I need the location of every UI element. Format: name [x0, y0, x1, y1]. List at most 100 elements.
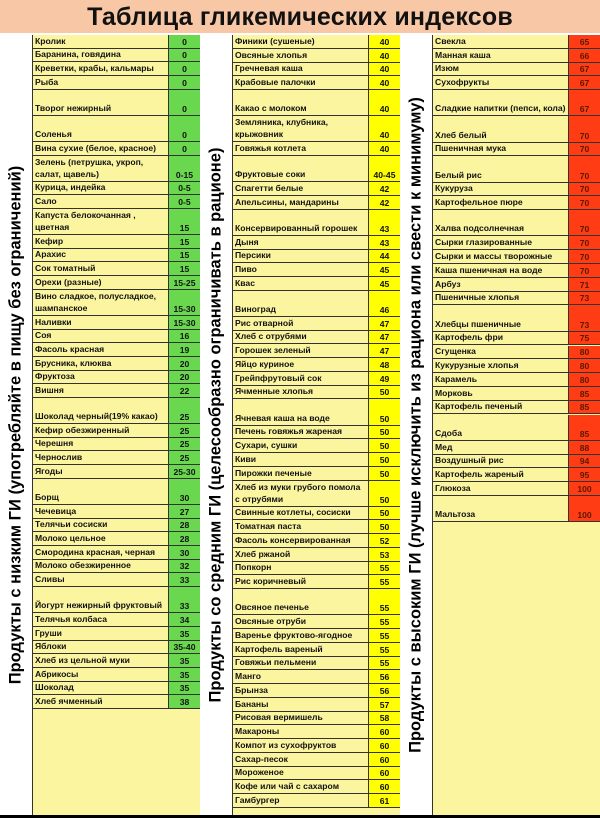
gi-value: 55	[368, 561, 400, 575]
gi-value: 70	[568, 196, 600, 210]
gi-value: 66	[568, 48, 600, 62]
table-row: Земляника, клубника, крыжовник 40	[233, 116, 400, 143]
food-name: Морковь	[435, 387, 473, 398]
table-row: Рыба 0	[33, 76, 200, 90]
gi-value: 70	[568, 116, 600, 142]
table-row: Свекла 65	[433, 35, 600, 49]
gi-value: 40-45	[368, 156, 400, 182]
gi-value: 73	[568, 305, 600, 331]
table-row: Кефир обезжиренный 25	[33, 424, 200, 438]
food-name: Карамель	[435, 373, 478, 384]
table-row: Сок томатный 15	[33, 262, 200, 277]
food-name: Яйцо куриное	[235, 358, 295, 369]
food-name: Сдоба	[435, 427, 462, 438]
table-row: Креветки, крабы, кальмары 0	[33, 62, 200, 77]
gi-value: 75	[568, 331, 600, 345]
food-name: Сырки и массы творожные	[435, 251, 553, 262]
food-name: Борщ	[35, 491, 59, 502]
food-name: Хлеб из цельной муки	[35, 654, 130, 665]
table-row: Компот из сухофруктов 60	[233, 739, 400, 753]
table-row: Сливы 33	[33, 573, 200, 588]
gi-value: 20	[168, 356, 200, 370]
gi-value: 56	[368, 670, 400, 683]
food-name: Ячменные хлопья	[235, 386, 314, 397]
table-row: Капуста белокочанная , цветная 15	[33, 208, 200, 235]
table-row: Баранина, говядина 0	[33, 48, 200, 63]
gi-value: 67	[568, 62, 600, 76]
gi-value: 40	[368, 35, 400, 48]
gi-value: 43	[368, 235, 400, 249]
gi-value: 50	[368, 520, 400, 534]
table-row: Каша пшеничная на воде 70	[433, 264, 600, 278]
food-name: Брусника, клюква	[35, 357, 112, 368]
food-name: Халва подсолнечная	[435, 223, 524, 234]
gi-value: 50	[368, 399, 400, 425]
food-name: Капуста белокочанная , цветная	[35, 210, 136, 232]
food-name: Говяжья котлета	[235, 143, 306, 153]
gi-value: 0	[168, 76, 200, 89]
food-name: Какао с молоком	[235, 103, 307, 114]
table-row: Попкорн 55	[233, 561, 400, 576]
food-name: Сгущенка	[435, 346, 476, 357]
food-name: Пирожки печеные	[235, 467, 312, 478]
food-name: Фасоль красная	[35, 343, 105, 354]
gi-value: 35	[168, 681, 200, 695]
food-name: Хлеб с отрубями	[235, 331, 307, 342]
food-name: Сухофрукты	[435, 77, 490, 88]
gi-value: 33	[168, 587, 200, 613]
food-name: Пиво	[235, 264, 257, 274]
food-name: Чечевица	[35, 505, 77, 516]
food-name: Кефир обезжиренный	[35, 424, 130, 435]
group-label-text: Продукты с низким ГИ (употребляйте в пищ…	[6, 165, 25, 684]
table-row: Хлеб белый 70	[433, 116, 600, 143]
table-row: Картофель жареный 95	[433, 468, 600, 483]
gi-value: 52	[368, 534, 400, 547]
food-name: Фруктовые соки	[235, 169, 306, 180]
gi-value: 0	[168, 89, 200, 115]
food-name: Свинные котлеты, сосиски	[235, 507, 351, 518]
food-name: Макароны	[235, 726, 280, 736]
food-name: Сахар-песок	[235, 753, 288, 764]
table-row: Картофель вареный 55	[233, 642, 400, 657]
table-row: Мороженое 60	[233, 766, 400, 781]
table-row: Яблоки 35-40	[33, 640, 200, 655]
gi-value: 50	[368, 480, 400, 506]
gi-value: 42	[368, 195, 400, 209]
food-name: Хлеб ржаной	[235, 548, 291, 559]
table-row: Сырки глазированные 70	[433, 236, 600, 251]
table-row: Смородина красная, черная 30	[33, 546, 200, 560]
table-row: Дыня 43	[233, 235, 400, 250]
table-row: Соя 16	[33, 329, 200, 344]
gi-value: 70	[568, 156, 600, 182]
food-name: Молоко обезжиренное	[35, 560, 131, 571]
table-row: Чечевица 27	[33, 504, 200, 519]
table-row: Брусника, клюква 20	[33, 356, 200, 371]
gi-value: 55	[368, 615, 400, 628]
food-name: Персики	[235, 250, 271, 261]
gi-value: 55	[368, 589, 400, 615]
gi-value: 58	[368, 711, 400, 725]
food-name: Картофель вареный	[235, 643, 323, 654]
gi-value: 22	[168, 384, 200, 398]
food-name: Сок томатный	[35, 263, 96, 274]
table-row: Сладкие напитки (пепси, кола) 67	[433, 90, 600, 117]
low-gi-group: Продукты с низким ГИ (употребляйте в пищ…	[0, 33, 201, 816]
table-row: Крабовые палочки 40	[233, 76, 400, 90]
food-name: Пшеничная мука	[435, 143, 507, 154]
gi-value: 55	[368, 575, 400, 589]
food-name: Квас	[235, 277, 255, 288]
food-name: Брынза	[235, 684, 268, 695]
table-row: Мальтоза 100	[433, 495, 600, 523]
gi-value: 46	[368, 290, 400, 316]
food-name: Баранина, говядина	[35, 49, 121, 60]
food-name: Сухари, сушки	[235, 440, 298, 450]
table-row: Кофе или чай с сахаром 60	[233, 780, 400, 794]
gi-value: 85	[568, 386, 600, 400]
gi-value: 55	[368, 629, 400, 642]
gi-value: 32	[168, 559, 200, 573]
table-row: Пшеничные хлопья 73	[433, 291, 600, 306]
food-name: Горошек зеленый	[235, 345, 311, 356]
gi-value: 30	[168, 546, 200, 559]
food-name: Сливы	[35, 574, 65, 585]
gi-value: 15	[168, 235, 200, 248]
